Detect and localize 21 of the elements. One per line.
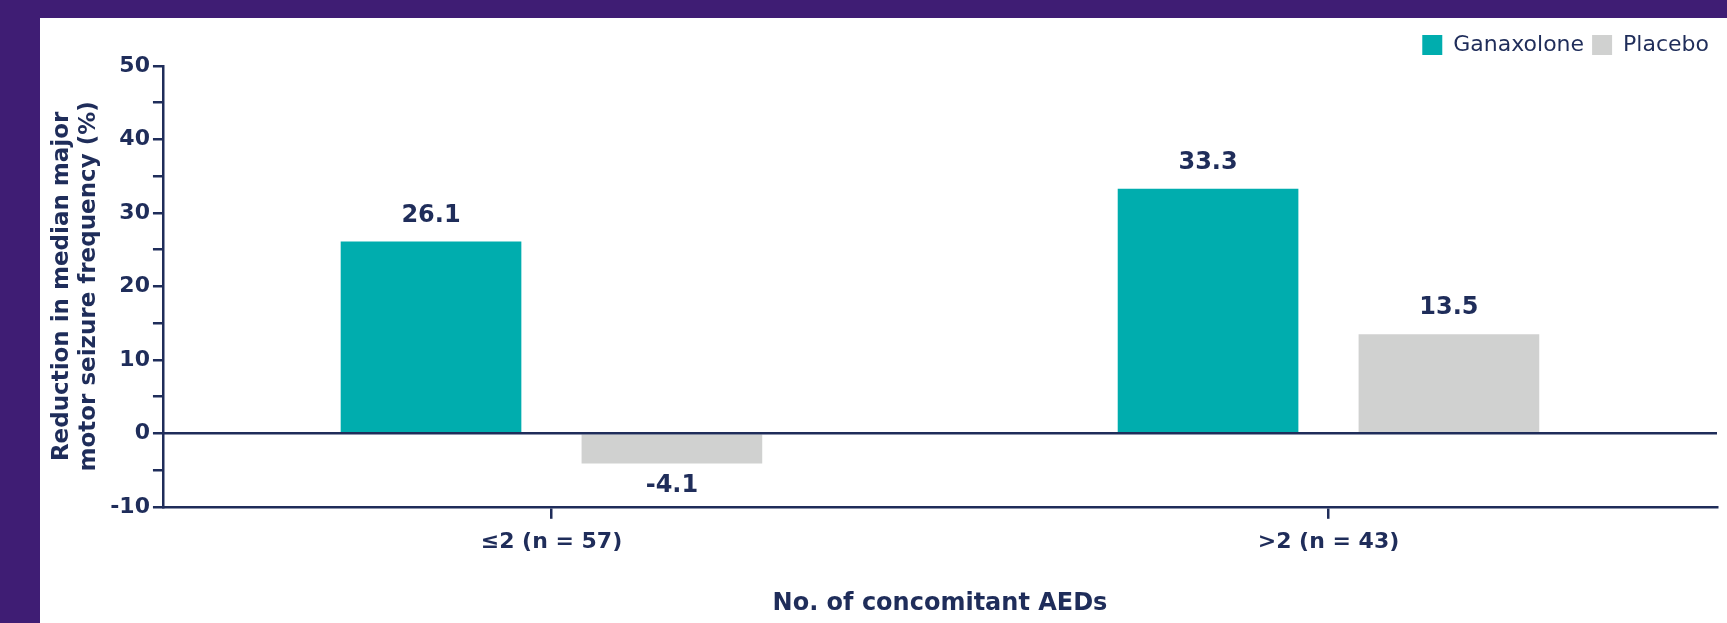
data-label: 33.3 [1178,146,1238,175]
y-tick-label: 20 [119,272,150,298]
y-tick-label: -10 [110,492,150,518]
data-label: 13.5 [1419,292,1479,321]
x-axis-title: No. of concomitant AEDs [772,587,1108,616]
bar [1358,334,1540,433]
y-axis-title: Reduction in median major motor seizure frequency (%) [46,101,101,472]
y-tick-label: 10 [119,345,150,371]
data-label: 26.1 [401,199,461,228]
y-tick-label: 40 [119,125,150,151]
y-tick-label: 0 [134,419,150,445]
y-tick-label: 30 [119,198,150,224]
legend-label: Placebo [1623,30,1710,56]
bar [340,241,522,433]
data-label: -4.1 [645,469,699,498]
x-tick-label: ≤2 (n = 57) [480,527,623,553]
x-tick-label: >2 (n = 43) [1257,527,1400,553]
legend-label: Ganaxolone [1453,30,1585,56]
y-tick-label: 50 [119,51,150,77]
bar [1117,188,1299,433]
bar [581,434,763,464]
